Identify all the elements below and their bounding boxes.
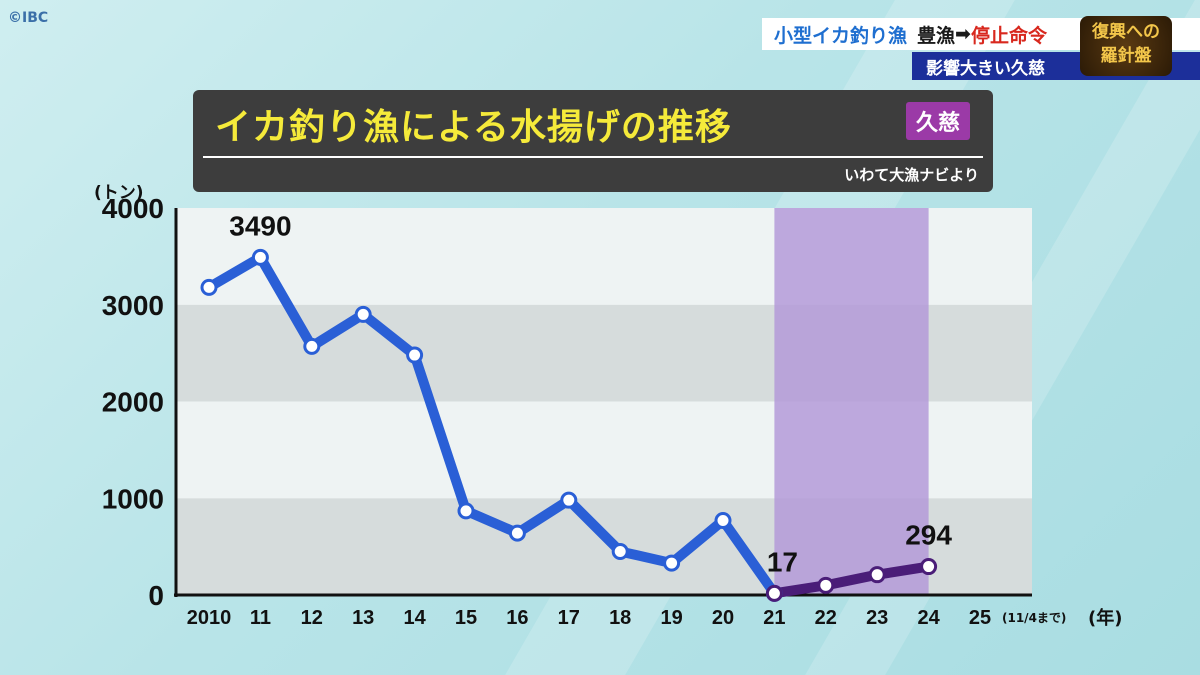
x-tick-label: 17 bbox=[558, 607, 580, 629]
data-label: 3490 bbox=[229, 210, 291, 241]
series-logo: 復興への 羅針盤 bbox=[1080, 16, 1172, 76]
data-point bbox=[868, 566, 886, 584]
title-panel: イカ釣り漁による水揚げの推移 久慈 いわて大漁ナビより bbox=[193, 90, 993, 192]
y-tick-label: 0 bbox=[148, 580, 164, 611]
subtitle-text: 影響大きい久慈 bbox=[926, 58, 1045, 79]
chart-title: イカ釣り漁による水揚げの推移 bbox=[215, 107, 732, 148]
x-tick-label: 13 bbox=[352, 607, 374, 629]
x-tick-label: 11 bbox=[250, 607, 271, 629]
x-tick-label: 2010 bbox=[187, 607, 232, 629]
series-logo-line2: 羅針盤 bbox=[1100, 46, 1152, 66]
x-tick-label: 15 bbox=[455, 607, 477, 629]
data-point bbox=[714, 512, 732, 530]
y-tick-label: 1000 bbox=[102, 483, 164, 514]
topic-part1: 小型イカ釣り漁 bbox=[774, 24, 908, 47]
region-tag: 久慈 bbox=[906, 102, 971, 140]
x-tick-note: (11/4まで) bbox=[1002, 611, 1066, 625]
source-note: いわて大漁ナビより bbox=[844, 166, 979, 184]
data-point bbox=[457, 502, 475, 520]
x-tick-label: 22 bbox=[815, 607, 837, 629]
data-point bbox=[251, 248, 269, 266]
x-tick-label: 18 bbox=[609, 607, 631, 629]
x-tick-label: 12 bbox=[301, 607, 323, 629]
title-divider bbox=[203, 156, 983, 158]
x-tick-label: 16 bbox=[506, 607, 528, 629]
y-axis-label: (トン) bbox=[94, 183, 144, 203]
series-logo-line1: 復興への bbox=[1092, 22, 1160, 42]
topic-part3: 停止命令 bbox=[970, 24, 1047, 47]
y-tick-label: 4000 bbox=[102, 193, 164, 224]
data-point bbox=[611, 542, 629, 560]
arrow-icon: ➡ bbox=[955, 23, 971, 45]
topic-part2: 豊漁 bbox=[917, 24, 956, 47]
data-point bbox=[817, 576, 835, 594]
data-point bbox=[765, 584, 783, 602]
data-point bbox=[663, 554, 681, 572]
y-tick-label: 2000 bbox=[102, 387, 164, 418]
broadcaster-logo: ©IBC bbox=[8, 10, 49, 26]
y-tick-label: 3000 bbox=[102, 290, 164, 321]
data-point bbox=[508, 524, 526, 542]
data-label: 294 bbox=[905, 520, 952, 551]
x-tick-label: 14 bbox=[403, 607, 426, 629]
x-tick-label: 19 bbox=[660, 607, 682, 629]
data-point bbox=[406, 346, 424, 364]
series-line bbox=[769, 561, 934, 599]
x-tick-label: 21 bbox=[763, 607, 785, 629]
data-point bbox=[200, 278, 218, 296]
data-point bbox=[303, 337, 321, 355]
data-point bbox=[354, 305, 372, 323]
x-tick-label: 23 bbox=[866, 607, 888, 629]
data-label: 17 bbox=[767, 546, 798, 577]
series-line bbox=[204, 252, 780, 599]
x-tick-label: 25 bbox=[969, 607, 991, 629]
x-axis-label: (年) bbox=[1088, 607, 1122, 629]
highlight-region bbox=[774, 208, 929, 595]
x-tick-label: 20 bbox=[712, 607, 734, 629]
x-tick-label: 24 bbox=[917, 607, 940, 629]
data-point bbox=[560, 491, 578, 509]
data-point bbox=[920, 558, 938, 576]
